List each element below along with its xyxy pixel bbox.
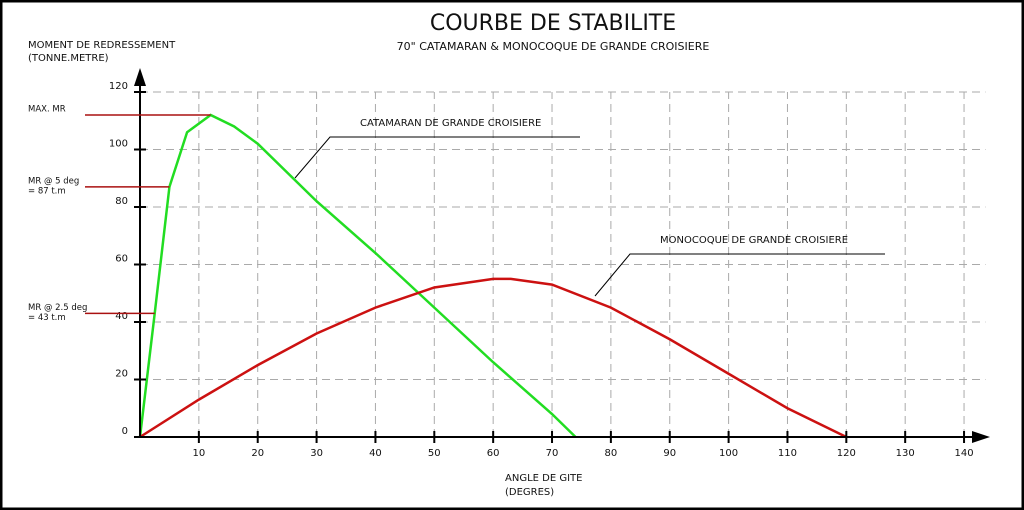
chart-subtitle: 70" CATAMARAN & MONOCOQUE DE GRANDE CROI… xyxy=(397,40,710,53)
x-tick-label: 40 xyxy=(369,448,382,459)
series-label: CATAMARAN DE GRANDE CROISIERE xyxy=(360,118,541,129)
series-line xyxy=(139,277,847,439)
y-tick-label: 40 xyxy=(115,311,128,322)
x-tick-label: 130 xyxy=(896,448,915,459)
x-tick-label: 110 xyxy=(778,448,797,459)
annotation-text: = 87 t.m xyxy=(28,186,66,196)
x-tick-label: 100 xyxy=(719,448,738,459)
x-tick-label: 30 xyxy=(310,448,323,459)
annotation-text: MAX. MR xyxy=(28,105,66,115)
annotation-text: = 43 t.m xyxy=(28,313,66,323)
y-tick-label: 120 xyxy=(109,81,128,92)
x-tick-label: 140 xyxy=(954,448,973,459)
y-tick-label: 80 xyxy=(115,196,128,207)
y-tick-label: 60 xyxy=(115,254,128,265)
x-arrow xyxy=(972,431,990,443)
x-axis-label: ANGLE DE GITE xyxy=(505,473,582,484)
series-label: MONOCOQUE DE GRANDE CROISIERE xyxy=(660,235,848,246)
chart-title: COURBE DE STABILITE xyxy=(430,11,676,36)
y-arrow xyxy=(134,68,146,86)
x-tick-label: 50 xyxy=(428,448,441,459)
annotation-text: MR @ 5 deg xyxy=(28,176,79,186)
leader xyxy=(594,253,885,297)
leader xyxy=(294,136,580,179)
x-tick-label: 90 xyxy=(663,448,676,459)
x-tick-label: 80 xyxy=(605,448,618,459)
grid xyxy=(140,91,986,437)
y-tick-label: 100 xyxy=(109,139,128,150)
y-tick-label: 0 xyxy=(122,426,128,437)
annotation-text: MR @ 2.5 deg xyxy=(28,303,87,313)
x-tick-label: 120 xyxy=(837,448,856,459)
x-axis-label: (DEGRES) xyxy=(505,487,554,498)
x-tick-label: 60 xyxy=(487,448,500,459)
x-tick-label: 10 xyxy=(192,448,205,459)
y-axis-label: MOMENT DE REDRESSEMENT xyxy=(28,40,176,51)
y-axis-label: (TONNE.METRE) xyxy=(28,53,109,64)
x-tick-label: 20 xyxy=(251,448,264,459)
x-tick-label: 70 xyxy=(546,448,559,459)
y-tick-label: 20 xyxy=(115,369,128,380)
